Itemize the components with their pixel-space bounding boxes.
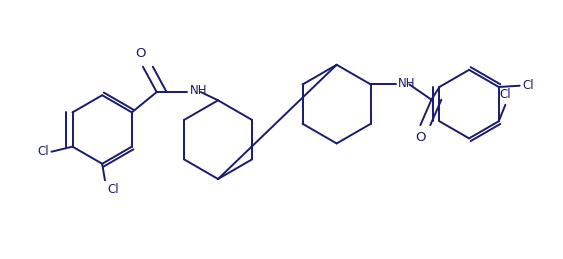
Text: O: O — [415, 131, 426, 145]
Text: NH: NH — [399, 77, 416, 90]
Text: O: O — [135, 47, 145, 60]
Text: Cl: Cl — [499, 88, 511, 101]
Text: NH: NH — [190, 84, 207, 97]
Text: Cl: Cl — [37, 145, 49, 158]
Text: Cl: Cl — [522, 79, 534, 92]
Text: Cl: Cl — [108, 183, 119, 196]
